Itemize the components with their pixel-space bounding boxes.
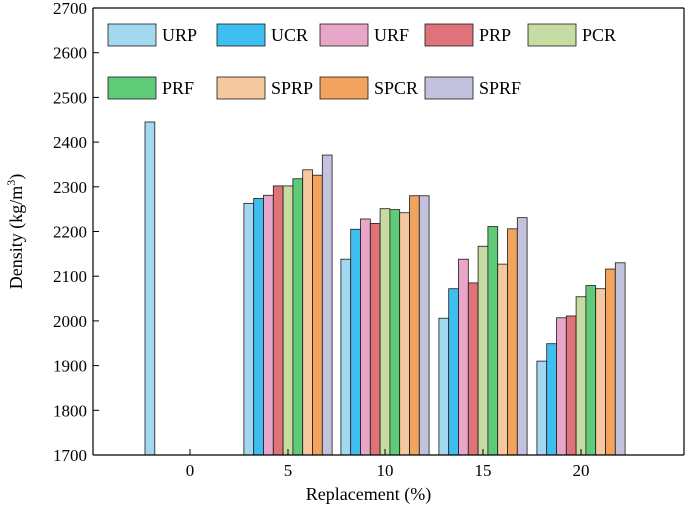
legend: URP UCR URF PRP PCR PRF SPRP SPCR SPRF <box>107 23 616 100</box>
bar-sprp-5 <box>302 169 313 456</box>
x-tick-label: 0 <box>186 461 195 480</box>
bar-pcr-20 <box>575 296 587 456</box>
legend-label-urf: URF <box>374 25 409 45</box>
legend-swatch-prf <box>107 76 157 100</box>
bar-prp-5 <box>272 185 284 456</box>
bar-urf-20 <box>556 317 567 456</box>
bar-sprf-20 <box>614 262 626 456</box>
bar-urf-10 <box>360 218 371 456</box>
y-tick-label: 2600 <box>53 44 87 63</box>
bar-urp-0 <box>144 121 156 456</box>
y-tick-label: 1900 <box>53 357 87 376</box>
x-tick-label: 15 <box>475 461 492 480</box>
legend-label-sprp: SPRP <box>271 78 313 98</box>
legend-label-sprf: SPRF <box>479 78 521 98</box>
legend-swatch-spcr <box>319 76 369 100</box>
bars-layer <box>144 121 626 456</box>
bar-urp-10 <box>340 258 352 456</box>
legend-swatch-ucr <box>216 23 266 47</box>
bar-sprf-15 <box>516 217 528 456</box>
bar-urp-5 <box>243 202 255 456</box>
legend-label-urp: URP <box>162 25 197 45</box>
x-tick-label: 10 <box>377 461 394 480</box>
bar-sprf-5 <box>321 154 333 456</box>
bar-prp-15 <box>467 282 479 456</box>
bar-prf-10 <box>389 209 401 456</box>
bar-spcr-20 <box>605 268 616 456</box>
y-tick-label: 2500 <box>53 88 87 107</box>
bar-pcr-10 <box>379 208 391 456</box>
legend-swatch-urp <box>107 23 157 47</box>
y-axis-title-superscript: 3 <box>4 180 18 186</box>
bar-urp-15 <box>438 317 450 456</box>
bar-ucr-10 <box>350 228 361 456</box>
y-tick-label: 2300 <box>53 178 87 197</box>
bar-ucr-20 <box>546 343 557 456</box>
legend-label-spcr: SPCR <box>374 78 418 98</box>
x-tick-label: 20 <box>573 461 590 480</box>
bar-prf-5 <box>292 178 304 456</box>
bar-sprp-15 <box>497 263 508 456</box>
x-tick-label: 5 <box>284 461 293 480</box>
y-tick-label: 2400 <box>53 133 87 152</box>
bar-spcr-15 <box>507 228 518 456</box>
bar-pcr-5 <box>282 185 294 456</box>
y-axis-title: Density (kg/m3) <box>4 174 27 290</box>
bar-urp-20 <box>536 360 548 456</box>
y-axis-title-close: ) <box>6 174 27 180</box>
legend-label-prf: PRF <box>162 78 194 98</box>
bar-ucr-15 <box>448 288 459 456</box>
legend-label-pcr: PCR <box>582 25 616 45</box>
y-tick-label: 2200 <box>53 223 87 242</box>
legend-label-prp: PRP <box>479 25 511 45</box>
legend-swatch-prp <box>424 23 474 47</box>
bar-pcr-15 <box>477 245 489 456</box>
legend-swatch-sprf <box>424 76 474 100</box>
bar-spcr-10 <box>409 195 420 456</box>
bar-prf-15 <box>487 226 499 456</box>
bar-sprf-10 <box>418 195 430 456</box>
legend-swatch-urf <box>319 23 369 47</box>
bar-sprp-20 <box>595 288 606 456</box>
y-tick-label: 2100 <box>53 267 87 286</box>
y-tick-label: 1700 <box>53 446 87 465</box>
ticks-layer: 1700 1800 1900 2000 2100 2200 2300 2400 2500 2600… <box>53 0 590 480</box>
bar-prf-20 <box>585 285 597 456</box>
bar-ucr-5 <box>253 198 264 456</box>
y-tick-label: 2700 <box>53 0 87 18</box>
bar-prp-20 <box>565 315 577 456</box>
bar-prp-10 <box>369 223 381 456</box>
legend-label-ucr: UCR <box>271 25 308 45</box>
x-axis-title: Replacement (%) <box>306 484 431 505</box>
legend-swatch-sprp <box>216 76 266 100</box>
y-tick-label: 2000 <box>53 312 87 331</box>
legend-swatch-pcr <box>527 23 577 47</box>
y-axis-title-main: Density (kg/m <box>6 186 27 290</box>
bar-spcr-5 <box>312 174 323 456</box>
bar-sprp-10 <box>399 212 410 456</box>
y-tick-label: 1800 <box>53 401 87 420</box>
bar-urf-15 <box>458 258 469 456</box>
bar-urf-5 <box>263 194 274 456</box>
